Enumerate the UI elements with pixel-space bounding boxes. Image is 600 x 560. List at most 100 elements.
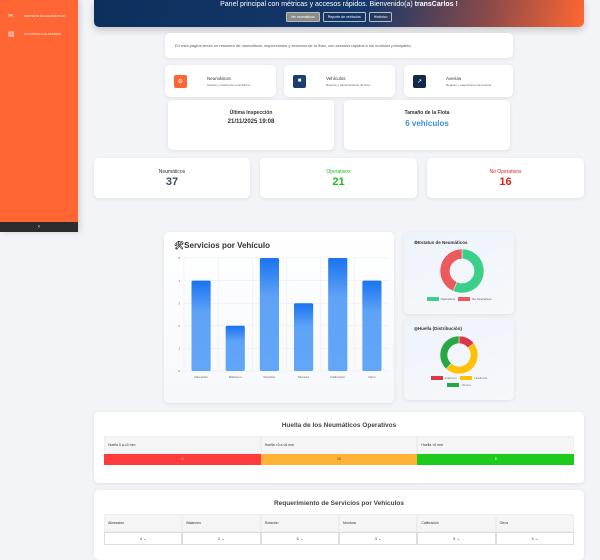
service-select[interactable]: 4 ⌄ (104, 532, 183, 545)
legend-item[interactable]: No Operativos (458, 297, 492, 302)
tools-icon: ✂ (8, 13, 14, 20)
service-select[interactable]: 5 ⌄ (260, 532, 339, 545)
column-header: Alineación (104, 514, 183, 532)
x-tick-label: Alineación (194, 375, 208, 379)
chart-title: 🛠Servicios por Vehículo (174, 241, 270, 250)
legend: Operativos No Operativos (404, 297, 514, 302)
chart-title: ◎Huella (Distribución) (414, 326, 462, 331)
chevron-left-icon: ‹ (38, 224, 40, 230)
legend-item[interactable]: 0-≤3 mm (430, 376, 457, 381)
value: 21/11/2025 19:08 (227, 119, 275, 125)
module-vehiculos[interactable]: ■ Vehículos Reporte y administración de f… (284, 65, 395, 97)
module-averias[interactable]: ↗ Averías Registro y seguimiento de averí… (404, 65, 513, 97)
value: 6 vehículos (405, 119, 449, 128)
select-value: 5 (296, 536, 299, 541)
collapse-sidebar-button[interactable]: ‹ (0, 222, 78, 232)
select-value: 4 (139, 536, 143, 541)
column-header: Rotación (260, 514, 339, 532)
label: Tamaño de la Flota (404, 110, 450, 116)
intro-card: En esta página tenes un resumen de neumá… (165, 33, 513, 58)
bar (191, 280, 211, 371)
huella-mid-bar: 10 (260, 454, 418, 465)
column-header: Huella >3 a ≤6 mm (260, 436, 418, 454)
module-desc: Gestión y estado de neumáticos (207, 82, 250, 87)
label: No Operativos (489, 169, 522, 175)
legend-label: 0-≤3 mm (444, 376, 457, 380)
x-tick-label: Calibración (330, 375, 345, 379)
legend-item[interactable]: >6 mm (447, 383, 471, 388)
calendar-icon: ▤ (8, 31, 15, 38)
sidebar-item-historico[interactable]: ▤ HISTÓRICO DE AVERÍAS (8, 30, 61, 38)
truck-icon: ■ (293, 74, 306, 88)
tire-icon: ⚙ (174, 74, 187, 88)
y-tick-label: 4 (178, 279, 180, 283)
bar (259, 258, 279, 371)
value: 16 (499, 176, 512, 188)
bar (225, 325, 245, 371)
sidebar-item-reporte-neumaticos[interactable]: ✂ REPORTE DE NEUMÁTICOS (8, 12, 66, 20)
legend-item[interactable]: Operativos (426, 297, 455, 302)
chevron-down-icon: ⌄ (377, 536, 382, 541)
service-select[interactable]: 4 ⌄ (495, 532, 574, 545)
bar-chart: 0 1 2 3 4 5 Alineación Balanceo Rotación Montura C… (178, 256, 389, 379)
legend-swatch (459, 376, 472, 381)
bar (328, 258, 348, 371)
reporte-vehiculos-button[interactable]: Reporte de vehículos (322, 12, 366, 22)
legend-label: >3-≤6 mm (473, 376, 488, 380)
y-tick-label: 0 (178, 369, 180, 373)
column-header: Calibración (417, 514, 496, 532)
service-select[interactable]: 2 ⌄ (182, 532, 261, 545)
value: 37 (165, 176, 179, 188)
legend-swatch (447, 383, 460, 388)
header-subtitle: Panel principal con métricas y accesos r… (94, 0, 584, 9)
label: Operativos (326, 169, 351, 175)
y-tick-label: 5 (178, 256, 180, 260)
legend-item[interactable]: >3-≤6 mm (459, 376, 488, 381)
select-value: 5 (453, 536, 456, 541)
servicios-card: Requerimiento de Servicios por Vehiculos… (94, 490, 584, 560)
service-select[interactable]: 3 ⌄ (338, 532, 418, 545)
column-header: Montura (338, 514, 418, 532)
ver-neumaticos-button[interactable]: Ver neumáticos (285, 12, 320, 22)
chevron-down-icon: ⌄ (220, 536, 225, 541)
sidebar-item-label: REPORTE DE NEUMÁTICOS (24, 14, 67, 18)
huella-distribution-card: ◎Huella (Distribución) 0-≤3 mm >3-≤6 mm >6… (404, 318, 514, 400)
donut-slice (439, 335, 460, 370)
sidebar: ✂ REPORTE DE NEUMÁTICOS ▤ HISTÓRICO DE AVE… (0, 0, 78, 232)
y-tick-label: 3 (178, 301, 180, 305)
last-inspection-card: Última Inspección 21/11/2025 19:08 (168, 100, 334, 150)
historico-button[interactable]: Histórico (368, 12, 393, 22)
x-tick-label: Otros (368, 375, 376, 379)
donut-slice (452, 248, 485, 294)
bar (362, 280, 382, 371)
legend-swatch (458, 297, 471, 302)
user-name: transCarlos ! (414, 1, 458, 8)
tire-status-donut (439, 248, 485, 294)
tire-status-card: ⚙Estatus de Neumáticos Operativos No Oper… (404, 232, 514, 314)
select-value: 3 (374, 536, 378, 541)
chevron-down-icon: ⌄ (455, 536, 460, 541)
stat-no-operativos: No Operativos 16 (427, 158, 584, 198)
column-header: Huella >6 mm (417, 436, 575, 454)
legend-label: No Operativos (472, 297, 492, 301)
bar (294, 303, 314, 371)
chevron-down-icon: ⌄ (298, 536, 304, 541)
section-title: Requerimiento de Servicios por Vehiculos (273, 500, 405, 507)
column-header: Balanceo (182, 514, 261, 532)
label: Neumáticos (158, 169, 186, 175)
huella-high-bar: 8 (417, 454, 575, 465)
wrench-icon: ↗ (413, 74, 426, 88)
label: Última Inspección (229, 110, 273, 116)
module-neumaticos[interactable]: ⚙ Neumáticos Gestión y estado de neumátic… (165, 65, 276, 97)
service-select[interactable]: 5 ⌄ (417, 532, 496, 545)
x-tick-label: Rotación (263, 375, 275, 379)
select-value: 2 (218, 536, 221, 541)
chart-title: ⚙Estatus de Neumáticos (414, 240, 468, 245)
donut-slice (439, 248, 463, 292)
x-tick-label: Montura (298, 375, 309, 379)
y-tick-label: 1 (178, 347, 180, 351)
y-tick-label: 2 (178, 324, 180, 328)
section-title: Huella de los Neumáticos Operativos (281, 422, 397, 429)
legend-swatch (426, 297, 439, 302)
legend-swatch (430, 376, 443, 381)
